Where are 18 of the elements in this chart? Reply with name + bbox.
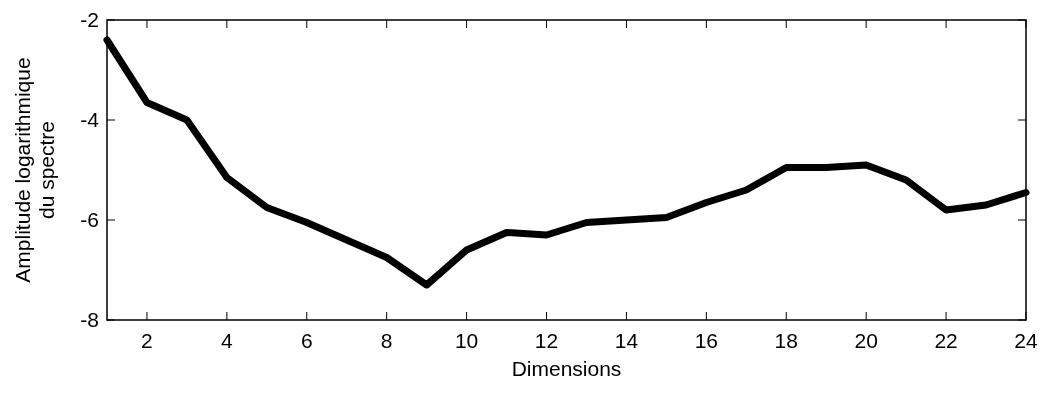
- y-tick-label: -2: [80, 8, 99, 31]
- x-tick-label: 12: [534, 329, 559, 352]
- x-tick-label: 10: [454, 329, 479, 352]
- x-tick-label: 4: [221, 329, 234, 352]
- x-axis-title: Dimensions: [511, 357, 622, 380]
- x-tick-label: 20: [854, 329, 878, 352]
- y-axis-title: Amplitude logarithmique du spectre: [11, 57, 58, 283]
- x-tick-label: 22: [934, 329, 958, 352]
- x-tick-label: 8: [380, 329, 393, 352]
- x-tick-label: 14: [614, 329, 639, 352]
- x-tick-label: 6: [300, 329, 313, 352]
- y-tick-label: -6: [80, 208, 99, 231]
- x-tick-label: 18: [774, 329, 798, 352]
- x-tick-label: 2: [141, 329, 153, 352]
- y-tick-label: -8: [80, 308, 99, 331]
- y-tick-label: -4: [80, 108, 100, 131]
- x-tick-label: 24: [1014, 329, 1038, 352]
- x-tick-label: 16: [694, 329, 719, 352]
